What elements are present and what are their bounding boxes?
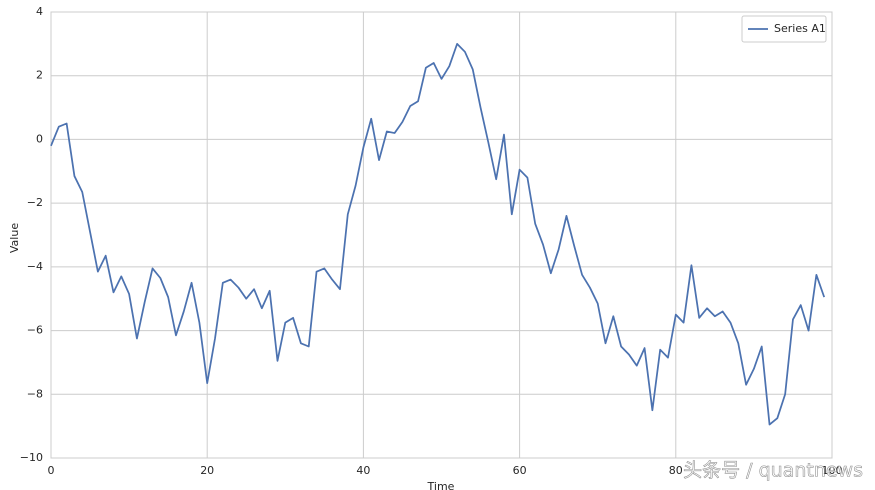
y-tick-label: 2: [36, 69, 43, 82]
y-tick-label: −10: [20, 451, 43, 464]
plot-area: [50, 11, 833, 459]
y-tick-label: 4: [36, 5, 43, 18]
x-tick-label: 60: [513, 464, 527, 477]
x-tick-label: 0: [48, 464, 55, 477]
y-tick-label: −2: [27, 196, 43, 209]
y-tick-label: 0: [36, 132, 43, 145]
x-axis-label: Time: [427, 480, 455, 490]
y-tick-label: −8: [27, 387, 43, 400]
x-tick-label: 80: [669, 464, 683, 477]
legend: [741, 15, 827, 43]
y-tick-label: −6: [27, 324, 43, 337]
x-tick-label: 100: [822, 464, 843, 477]
y-axis-label: Value: [8, 223, 21, 253]
x-tick-label: 40: [356, 464, 370, 477]
y-tick-label: −4: [27, 260, 43, 273]
watermark: 头条号 / quantnews: [683, 460, 863, 482]
legend-label: Series A1: [774, 22, 826, 35]
x-tick-label: 20: [200, 464, 214, 477]
line-series: [50, 42, 826, 426]
